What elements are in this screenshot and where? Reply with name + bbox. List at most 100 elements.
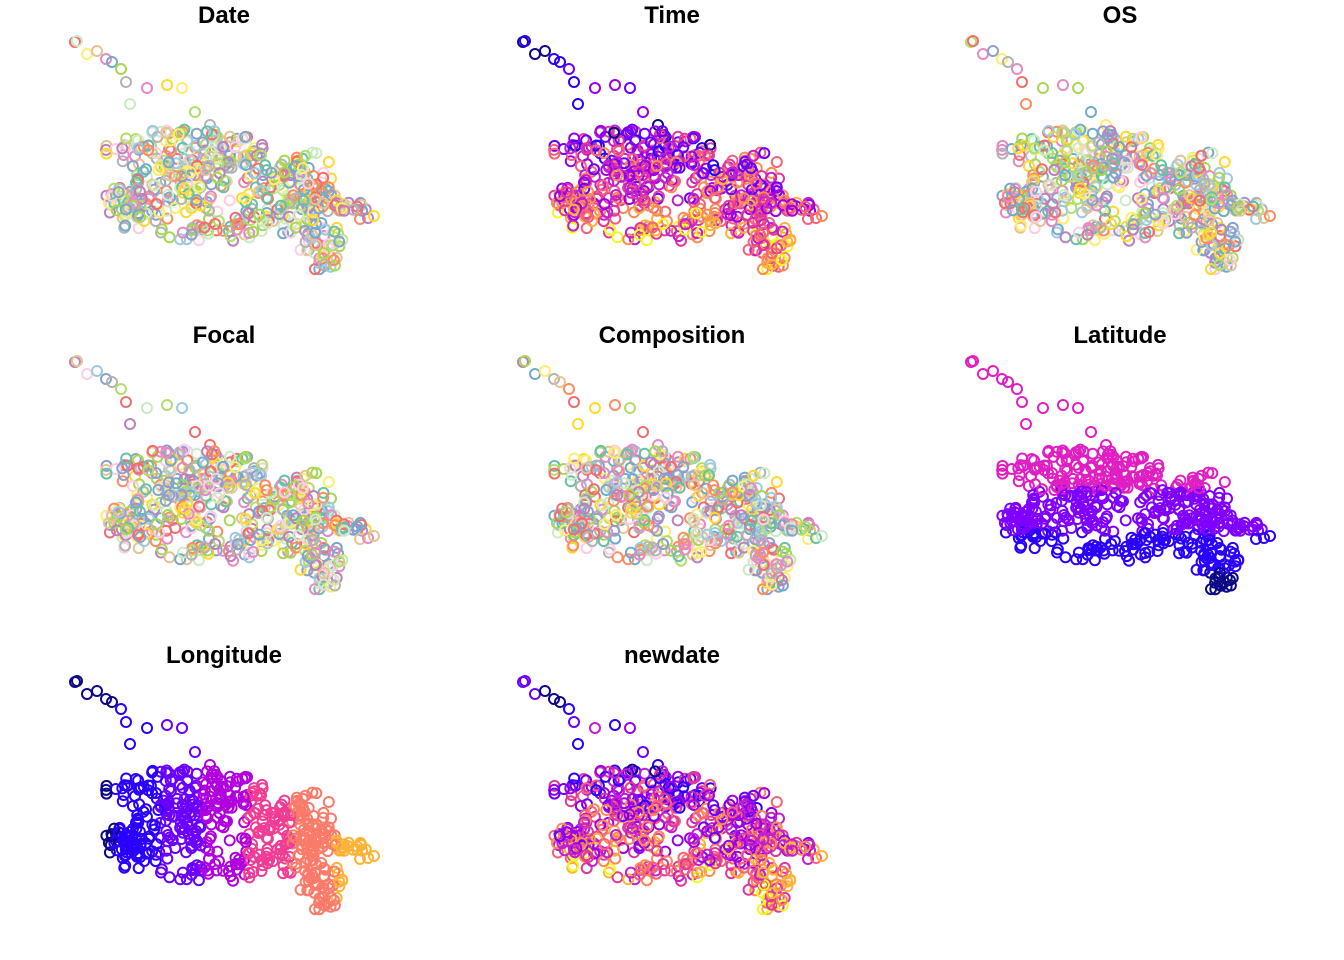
scatter-point bbox=[770, 821, 783, 834]
scatter-point bbox=[1051, 223, 1064, 236]
scatter-point bbox=[1224, 225, 1237, 238]
scatter-point bbox=[707, 479, 720, 492]
scatter-point bbox=[1066, 477, 1079, 490]
scatter-point bbox=[708, 804, 721, 817]
scatter-point bbox=[132, 209, 145, 222]
scatter-point bbox=[240, 479, 252, 491]
scatter-point bbox=[776, 225, 789, 238]
scatter-point bbox=[568, 452, 581, 465]
scatter-point bbox=[354, 853, 366, 865]
scatter-point bbox=[119, 859, 132, 872]
scatter-point bbox=[1081, 548, 1094, 561]
scatter-point bbox=[1098, 159, 1111, 172]
scatter-point bbox=[1206, 467, 1219, 480]
scatter-point bbox=[738, 151, 751, 164]
scatter-point bbox=[1005, 463, 1018, 475]
scatter-point bbox=[209, 218, 222, 230]
scatter-point bbox=[1058, 189, 1070, 201]
scatter-point bbox=[539, 45, 551, 57]
scatter-point bbox=[1089, 180, 1102, 193]
scatter-point bbox=[175, 808, 188, 821]
scatter-point bbox=[306, 228, 319, 241]
scatter-point bbox=[679, 538, 692, 551]
scatter-point bbox=[778, 571, 791, 584]
scatter-point bbox=[637, 746, 649, 758]
scatter-point bbox=[217, 140, 230, 153]
scatter-point bbox=[581, 185, 594, 198]
scatter-point bbox=[223, 194, 236, 207]
scatter-point bbox=[150, 198, 163, 211]
scatter-point bbox=[611, 169, 624, 182]
scatter-point bbox=[91, 685, 103, 697]
scatter-point bbox=[556, 517, 569, 530]
scatter-point bbox=[590, 784, 603, 797]
scatter-point bbox=[260, 191, 273, 204]
scatter-point bbox=[120, 772, 133, 785]
scatter-point bbox=[1020, 418, 1032, 430]
scatter-point bbox=[169, 490, 182, 502]
scatter-point bbox=[550, 837, 563, 849]
scatter-point bbox=[239, 451, 252, 463]
scatter-point bbox=[638, 194, 651, 206]
scatter-point bbox=[295, 843, 308, 856]
scatter-point bbox=[598, 787, 610, 799]
scatter-plot-area bbox=[517, 355, 828, 596]
scatter-point bbox=[641, 180, 654, 193]
scatter-point bbox=[1203, 534, 1216, 546]
scatter-panel-6: Longitude bbox=[0, 640, 448, 960]
scatter-point bbox=[287, 189, 300, 202]
scatter-point bbox=[306, 868, 319, 881]
scatter-point bbox=[701, 848, 714, 861]
scatter-point bbox=[120, 452, 133, 465]
scatter-point bbox=[225, 161, 238, 174]
scatter-point bbox=[1151, 149, 1163, 162]
scatter-point bbox=[677, 851, 690, 864]
scatter-point bbox=[624, 141, 637, 154]
scatter-point bbox=[247, 225, 260, 238]
scatter-point bbox=[240, 799, 252, 811]
scatter-point bbox=[277, 823, 290, 836]
scatter-point bbox=[816, 850, 828, 862]
scatter-point bbox=[217, 821, 230, 834]
scatter-point bbox=[368, 850, 380, 862]
scatter-point bbox=[116, 142, 129, 155]
scatter-point bbox=[673, 801, 686, 814]
scatter-point bbox=[629, 816, 642, 829]
scatter-point bbox=[1058, 476, 1071, 489]
scatter-point bbox=[217, 501, 230, 514]
scatter-point bbox=[579, 814, 592, 827]
scatter-point bbox=[335, 842, 348, 855]
scatter-point bbox=[1104, 125, 1117, 138]
scatter-point bbox=[1020, 98, 1032, 110]
scatter-point bbox=[649, 125, 662, 138]
scatter-point bbox=[1193, 162, 1205, 175]
scatter-point bbox=[967, 35, 979, 47]
scatter-panel-4: Composition bbox=[448, 320, 896, 640]
scatter-point bbox=[653, 498, 666, 511]
scatter-point bbox=[671, 789, 684, 802]
scatter-point bbox=[1202, 466, 1215, 479]
scatter-point bbox=[776, 579, 789, 592]
scatter-point bbox=[1048, 484, 1061, 496]
scatter-point bbox=[714, 855, 727, 868]
scatter-point bbox=[268, 173, 281, 186]
scatter-point bbox=[229, 531, 242, 544]
scatter-point bbox=[163, 231, 176, 244]
scatter-point bbox=[230, 132, 243, 145]
scatter-point bbox=[297, 482, 309, 495]
scatter-point bbox=[1213, 578, 1226, 591]
scatter-point bbox=[781, 875, 794, 888]
scatter-point bbox=[239, 192, 252, 205]
scatter-point bbox=[608, 126, 621, 139]
scatter-point bbox=[329, 839, 342, 852]
scatter-point bbox=[714, 215, 727, 228]
scatter-point bbox=[1143, 545, 1156, 558]
scatter-point bbox=[1046, 147, 1058, 159]
scatter-point bbox=[225, 481, 238, 494]
scatter-point bbox=[217, 181, 230, 194]
scatter-point bbox=[120, 716, 132, 728]
scatter-point bbox=[687, 832, 700, 845]
scatter-point bbox=[1004, 517, 1017, 530]
scatter-point bbox=[1156, 511, 1169, 524]
scatter-point bbox=[1119, 149, 1132, 162]
